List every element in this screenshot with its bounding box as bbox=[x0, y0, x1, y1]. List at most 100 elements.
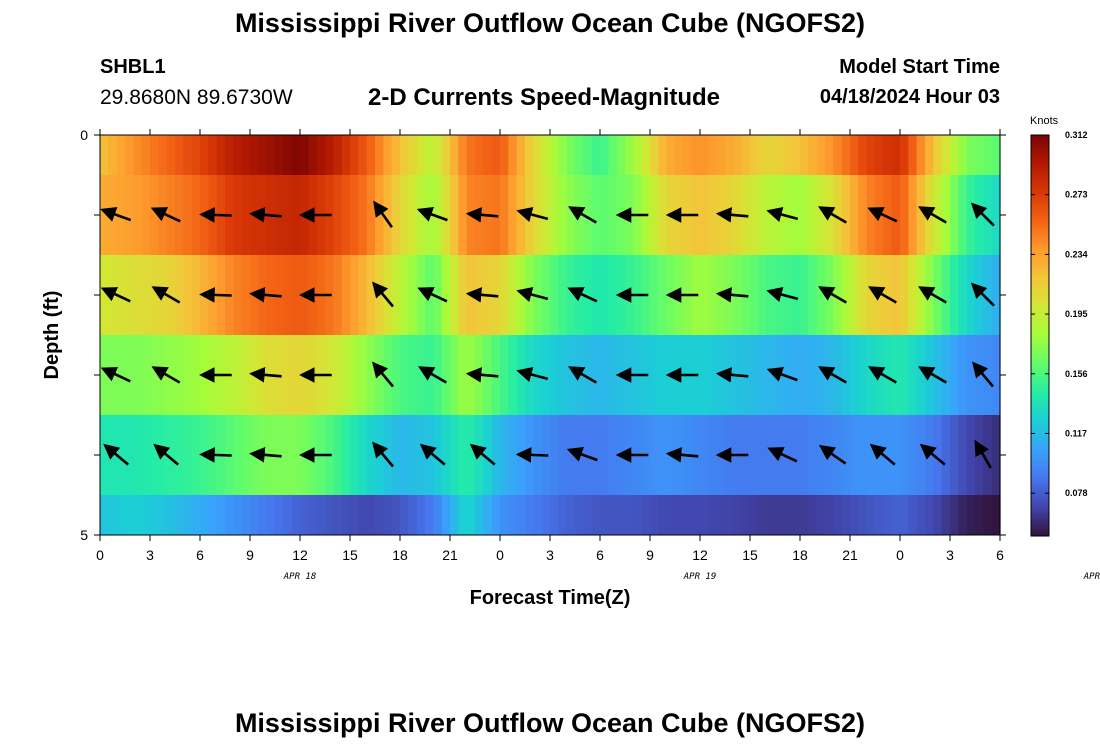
heatmap-cell bbox=[408, 175, 418, 255]
heatmap-cell bbox=[433, 495, 443, 535]
current-vector-arrow bbox=[199, 207, 232, 223]
current-vector-arrow bbox=[100, 287, 131, 303]
heatmap-cell bbox=[925, 135, 934, 175]
heatmap-cell bbox=[991, 255, 1001, 335]
heatmap-cell bbox=[941, 415, 951, 495]
heatmap-cell bbox=[116, 495, 126, 535]
heatmap-cell bbox=[883, 335, 893, 415]
heatmap-cell bbox=[175, 335, 184, 415]
heatmap-cell bbox=[208, 495, 218, 535]
heatmap-cell bbox=[150, 255, 159, 335]
heatmap-cell bbox=[125, 495, 134, 535]
heatmap-cell bbox=[591, 135, 601, 175]
heatmap-cell bbox=[708, 415, 718, 495]
heatmap-cell bbox=[841, 255, 851, 335]
heatmap-cell bbox=[791, 335, 801, 415]
heatmap-cell bbox=[866, 175, 876, 255]
heatmap-cell bbox=[333, 255, 343, 335]
heatmap-cell bbox=[791, 415, 801, 495]
heatmap-cell bbox=[600, 415, 609, 495]
heatmap-cell bbox=[916, 335, 926, 415]
heatmap-cell bbox=[858, 415, 868, 495]
heatmap-cell bbox=[883, 255, 893, 335]
heatmap-cell bbox=[175, 415, 184, 495]
heatmap-cell bbox=[750, 495, 759, 535]
heatmap-cell bbox=[458, 495, 468, 535]
heatmap-cell bbox=[133, 175, 143, 255]
heatmap-cell bbox=[483, 495, 493, 535]
heatmap-cell bbox=[208, 135, 218, 175]
heatmap-cell bbox=[250, 135, 259, 175]
y-axis-title: Depth (ft) bbox=[41, 291, 63, 380]
heatmap-cell bbox=[833, 335, 843, 415]
y-tick-label: 0 bbox=[80, 127, 88, 143]
heatmap-cell bbox=[916, 495, 926, 535]
repeated-main-title: Mississippi River Outflow Ocean Cube (NG… bbox=[234, 708, 866, 738]
current-vector-arrow bbox=[465, 207, 499, 223]
heatmap-cell bbox=[900, 415, 909, 495]
colorbar-tick-label: 0.273 bbox=[1065, 190, 1088, 200]
heatmap-cell bbox=[708, 335, 718, 415]
heatmap-cell bbox=[883, 135, 893, 175]
heatmap-cell bbox=[141, 135, 151, 175]
colorbar-tick-label: 0.117 bbox=[1065, 428, 1087, 438]
heatmap-cell bbox=[958, 255, 968, 335]
heatmap-cell bbox=[841, 495, 851, 535]
heatmap-cell bbox=[858, 175, 868, 255]
date-label: APR 20 bbox=[1083, 572, 1100, 582]
heatmap-cell bbox=[600, 335, 609, 415]
current-vector-arrow bbox=[372, 281, 394, 308]
heatmap-cell bbox=[458, 175, 468, 255]
heatmap-cell bbox=[966, 335, 976, 415]
heatmap-cell bbox=[733, 135, 743, 175]
heatmap-cell bbox=[775, 495, 784, 535]
heatmap-cell bbox=[608, 135, 618, 175]
heatmap-cell bbox=[933, 255, 943, 335]
heatmap-cell bbox=[875, 495, 884, 535]
heatmap-cell bbox=[100, 135, 109, 175]
heatmap-cell bbox=[216, 495, 226, 535]
heatmap-cell bbox=[366, 415, 376, 495]
heatmap-cell bbox=[550, 175, 559, 255]
heatmap-cell bbox=[816, 335, 826, 415]
heatmap-cell bbox=[183, 335, 193, 415]
heatmap-cell bbox=[883, 175, 893, 255]
heatmap-cell bbox=[908, 175, 918, 255]
heatmap-cell bbox=[283, 255, 293, 335]
heatmap-cell bbox=[233, 495, 243, 535]
heatmap-cell bbox=[600, 495, 609, 535]
heatmap-cell bbox=[708, 495, 718, 535]
heatmap-cell bbox=[400, 415, 409, 495]
current-vector-arrow bbox=[818, 366, 847, 384]
heatmap-cell bbox=[475, 135, 484, 175]
heatmap-cell bbox=[733, 495, 743, 535]
colorbar-tick-label: 0.312 bbox=[1065, 130, 1088, 140]
heatmap-cell bbox=[816, 135, 826, 175]
heatmap-cell bbox=[625, 135, 634, 175]
heatmap-cell bbox=[525, 135, 534, 175]
heatmap-cell bbox=[908, 135, 918, 175]
current-vector-arrow bbox=[715, 287, 749, 303]
heatmap-cell bbox=[675, 495, 684, 535]
heatmap-cell bbox=[958, 495, 968, 535]
current-vector-arrow bbox=[100, 206, 132, 222]
x-tick-label: 3 bbox=[546, 547, 554, 563]
heatmap-cell bbox=[350, 415, 359, 495]
heatmap-cell bbox=[658, 135, 668, 175]
heatmap-cell bbox=[650, 255, 659, 335]
current-vector-arrow bbox=[416, 206, 448, 222]
heatmap-cell bbox=[808, 175, 818, 255]
heatmap-cell bbox=[791, 255, 801, 335]
heatmap-cell bbox=[950, 255, 959, 335]
heatmap-cell bbox=[408, 335, 418, 415]
heatmap-cell bbox=[158, 495, 168, 535]
heatmap-cell bbox=[233, 415, 243, 495]
heatmap-cell bbox=[291, 135, 301, 175]
heatmap-cell bbox=[183, 495, 193, 535]
heatmap-cell bbox=[666, 495, 676, 535]
heatmap-cell bbox=[458, 415, 468, 495]
date-label: APR 19 bbox=[683, 572, 717, 582]
colorbar-tick-label: 0.234 bbox=[1065, 249, 1088, 259]
heatmap-cell bbox=[791, 135, 801, 175]
heatmap-cell bbox=[108, 135, 118, 175]
